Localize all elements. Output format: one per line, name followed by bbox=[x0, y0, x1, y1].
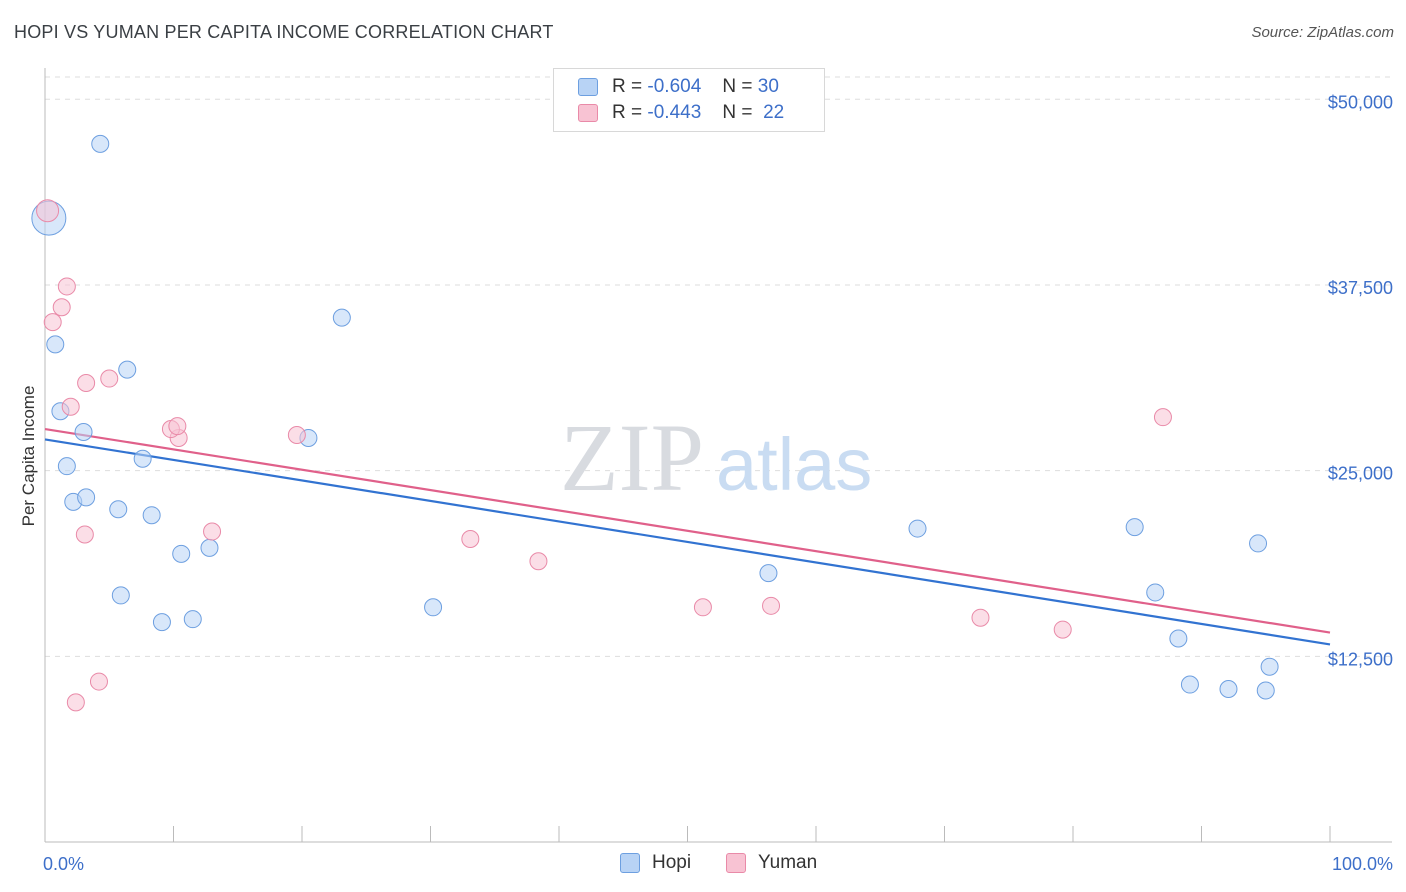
hopi-point-1 bbox=[91, 134, 110, 153]
yuman-point-12 bbox=[203, 522, 222, 541]
yuman-point-14 bbox=[529, 552, 548, 571]
legend-row-yuman: R = -0.443 N = 22 bbox=[578, 100, 784, 126]
hopi-point-27 bbox=[1249, 534, 1268, 553]
yuman-point-11 bbox=[75, 525, 94, 544]
hopi-point-16 bbox=[183, 610, 202, 629]
legend-yuman-r-label: R = bbox=[612, 102, 643, 123]
hopi-trend-line bbox=[44, 438, 1331, 646]
chart-title: HOPI VS YUMAN PER CAPITA INCOME CORRELAT… bbox=[14, 22, 554, 42]
yuman-point-3 bbox=[43, 313, 62, 332]
yuman-point-9 bbox=[168, 417, 187, 436]
yuman-point-4 bbox=[100, 369, 119, 388]
legend-hopi-r-label: R = bbox=[612, 76, 643, 97]
source-note: Source: ZipAtlas.com bbox=[1251, 24, 1394, 41]
hopi-point-26 bbox=[1219, 680, 1238, 698]
legend-item-yuman[interactable]: Yuman bbox=[726, 852, 817, 874]
y-axis-label: Per Capita Income bbox=[19, 386, 38, 527]
hopi-point-15 bbox=[152, 613, 171, 632]
watermark-atlas: atlas bbox=[716, 423, 872, 506]
axes bbox=[44, 68, 1392, 843]
legend-yuman-r-value: -0.443 bbox=[647, 102, 702, 123]
hopi-point-28 bbox=[1256, 681, 1275, 700]
hopi-point-20 bbox=[759, 564, 778, 583]
yuman-point-0 bbox=[36, 199, 60, 223]
legend-hopi-n-value: 30 bbox=[757, 76, 779, 97]
yuman-point-5 bbox=[77, 374, 96, 392]
yuman-point-6 bbox=[61, 397, 80, 416]
yuman-legend-swatch bbox=[726, 853, 746, 873]
yuman-trend-line bbox=[44, 427, 1331, 634]
tick-labels: $12,500 $25,000 $37,500 $50,000 0.0% 100.0% bbox=[43, 92, 1393, 874]
yuman-point-1 bbox=[57, 277, 76, 296]
hopi-point-10 bbox=[109, 500, 128, 519]
yuman-point-21 bbox=[66, 693, 85, 712]
hopi-point-29 bbox=[1260, 657, 1279, 676]
hopi-point-12 bbox=[172, 544, 191, 563]
hopi-point-19 bbox=[424, 598, 443, 617]
trend-lines bbox=[44, 427, 1331, 646]
hopi-point-17 bbox=[332, 308, 351, 327]
hopi-point-22 bbox=[1125, 518, 1144, 537]
data-points bbox=[31, 134, 1279, 712]
y-tick-label-1: $25,000 bbox=[1328, 464, 1393, 484]
series-legend: Hopi Yuman bbox=[0, 852, 1406, 878]
hopi-point-6 bbox=[57, 457, 76, 476]
x-tick-label-end: 100.0% bbox=[1332, 854, 1393, 874]
hopi-point-11 bbox=[142, 506, 161, 525]
hopi-point-7 bbox=[133, 449, 152, 468]
hopi-point-2 bbox=[46, 335, 65, 354]
legend-yuman-n-label: N = bbox=[722, 102, 753, 123]
hopi-point-21 bbox=[908, 519, 927, 538]
hopi-point-13 bbox=[200, 538, 219, 557]
hopi-legend-swatch bbox=[620, 853, 640, 873]
legend-hopi-n-label: N = bbox=[722, 76, 753, 97]
legend-label-hopi: Hopi bbox=[652, 852, 692, 873]
y-tick-label-3: $50,000 bbox=[1328, 92, 1393, 112]
legend-item-hopi[interactable]: Hopi bbox=[620, 852, 691, 874]
legend-label-yuman: Yuman bbox=[758, 852, 818, 873]
hopi-swatch bbox=[578, 78, 598, 96]
hopi-point-24 bbox=[1169, 629, 1188, 648]
correlation-legend: R = -0.604 N = 30 R = -0.443 N = 22 bbox=[553, 68, 825, 132]
yuman-point-2 bbox=[52, 298, 71, 317]
hopi-point-9 bbox=[77, 488, 96, 507]
yuman-point-20 bbox=[89, 672, 108, 691]
watermark-zip: ZIP bbox=[560, 404, 704, 511]
yuman-point-10 bbox=[287, 425, 306, 444]
yuman-point-19 bbox=[1153, 408, 1172, 427]
hopi-point-5 bbox=[74, 423, 93, 442]
hopi-point-3 bbox=[118, 360, 137, 379]
y-tick-label-2: $37,500 bbox=[1328, 278, 1393, 298]
yuman-point-17 bbox=[971, 608, 990, 627]
yuman-point-15 bbox=[693, 598, 712, 617]
yuman-swatch bbox=[578, 104, 598, 122]
legend-yuman-n-value: 22 bbox=[763, 102, 785, 123]
hopi-point-14 bbox=[111, 586, 130, 605]
yuman-point-13 bbox=[461, 529, 480, 548]
hopi-point-23 bbox=[1146, 583, 1165, 602]
legend-row-hopi: R = -0.604 N = 30 bbox=[578, 74, 779, 100]
yuman-point-18 bbox=[1053, 620, 1072, 639]
hopi-point-25 bbox=[1180, 675, 1199, 694]
y-tick-label-0: $12,500 bbox=[1328, 649, 1393, 669]
x-tick-label-start: 0.0% bbox=[43, 854, 84, 874]
legend-hopi-r-value: -0.604 bbox=[647, 76, 702, 97]
yuman-point-16 bbox=[762, 596, 781, 615]
grid-lines bbox=[45, 76, 1392, 657]
